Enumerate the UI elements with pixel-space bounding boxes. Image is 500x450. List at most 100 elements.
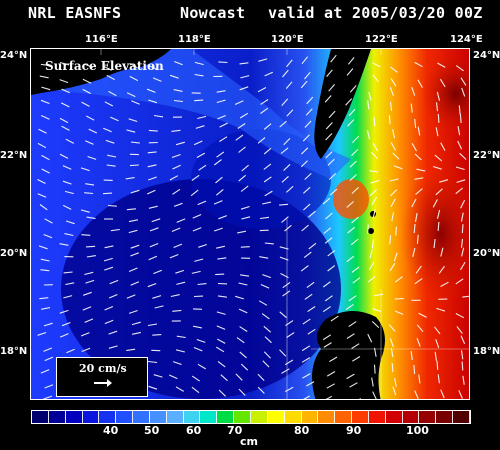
- colorbar-swatch: [402, 411, 420, 423]
- current-vector: [455, 313, 465, 319]
- current-vector: [414, 278, 423, 285]
- current-vector: [129, 164, 139, 167]
- current-vector: [326, 69, 333, 77]
- current-vector: [349, 174, 357, 182]
- current-vector: [306, 96, 314, 105]
- current-vector: [302, 318, 311, 325]
- current-vector: [460, 212, 464, 222]
- current-vector: [279, 203, 289, 206]
- current-vector: [301, 147, 309, 155]
- current-vector: [435, 127, 439, 137]
- current-vector: [366, 130, 371, 140]
- current-vector: [322, 334, 332, 341]
- current-vector: [373, 364, 376, 374]
- current-vector: [260, 107, 269, 114]
- current-vector: [263, 163, 272, 170]
- current-vector: [306, 281, 315, 289]
- current-vector: [345, 303, 354, 310]
- current-vector: [106, 164, 116, 167]
- current-vector: [192, 325, 203, 329]
- current-vector: [40, 63, 50, 66]
- current-vector: [345, 98, 353, 106]
- current-vector: [455, 166, 465, 171]
- current-vector: [323, 227, 332, 234]
- current-vector: [372, 74, 379, 83]
- map-canvas: [31, 49, 469, 399]
- current-vector: [263, 176, 272, 183]
- current-vector: [437, 113, 440, 123]
- current-vector: [238, 146, 246, 153]
- lon-label-124: 124°E: [450, 34, 483, 45]
- current-vector: [235, 295, 244, 300]
- current-vector: [148, 176, 157, 181]
- current-vector: [84, 318, 94, 323]
- current-vector: [328, 110, 336, 119]
- current-vector: [436, 91, 441, 101]
- current-vector: [219, 136, 228, 142]
- current-vector: [214, 227, 223, 232]
- current-vector: [461, 87, 466, 97]
- current-vector: [410, 103, 413, 113]
- current-vector: [43, 347, 53, 352]
- colorbar-swatch: [48, 411, 66, 423]
- current-vector: [326, 371, 336, 377]
- current-vector: [64, 233, 74, 237]
- current-vector: [418, 312, 427, 318]
- current-vector: [146, 189, 156, 195]
- valid-time: valid at 2005/03/20 00Z: [268, 4, 483, 22]
- current-vector: [308, 210, 316, 218]
- current-vector: [281, 175, 289, 183]
- current-vector: [369, 170, 379, 173]
- current-vector: [64, 190, 74, 195]
- current-vector: [37, 142, 47, 149]
- current-vector: [456, 326, 463, 334]
- colorbar-label-90: 90: [346, 424, 362, 437]
- colorbar: [31, 410, 471, 424]
- current-vector: [217, 257, 227, 260]
- current-vector: [459, 152, 467, 160]
- current-vector: [235, 134, 244, 141]
- current-vector: [147, 151, 157, 154]
- current-vector: [414, 153, 422, 161]
- current-vector: [84, 271, 94, 276]
- colorbar-swatch: [301, 411, 319, 423]
- current-vector: [259, 256, 269, 259]
- colorbar-swatch: [133, 411, 150, 423]
- current-vector: [388, 324, 396, 332]
- current-vector: [81, 234, 91, 236]
- colorbar-swatch: [318, 411, 336, 423]
- reference-vector-box: 20 cm/s: [56, 357, 148, 397]
- colorbar-swatch: [419, 411, 437, 423]
- current-vector: [171, 129, 181, 132]
- current-vector: [171, 227, 181, 233]
- current-vector: [147, 164, 157, 168]
- current-vector: [410, 351, 413, 361]
- current-vector: [283, 138, 291, 146]
- current-vector: [175, 141, 185, 146]
- current-vector: [197, 115, 207, 120]
- current-vector: [411, 198, 417, 208]
- current-vector: [303, 251, 312, 259]
- colorbar-label-70: 70: [227, 424, 243, 437]
- current-vector: [257, 87, 267, 93]
- current-vector: [389, 262, 396, 272]
- current-vector: [59, 117, 69, 124]
- current-vector: [372, 391, 377, 399]
- current-vector: [175, 269, 185, 274]
- current-vector: [329, 188, 338, 196]
- current-vector: [217, 360, 226, 368]
- current-vector: [327, 250, 336, 257]
- current-vector: [372, 308, 382, 313]
- current-vector: [390, 78, 397, 87]
- current-vector: [285, 386, 294, 393]
- current-vector: [329, 356, 338, 363]
- current-vector: [153, 269, 163, 275]
- current-vector: [439, 179, 449, 183]
- current-vector: [130, 141, 140, 144]
- current-vector: [130, 252, 139, 257]
- current-vector: [217, 338, 226, 344]
- current-vector: [346, 255, 355, 263]
- current-vector: [352, 135, 360, 144]
- current-vector: [59, 153, 69, 159]
- current-vector: [352, 277, 361, 284]
